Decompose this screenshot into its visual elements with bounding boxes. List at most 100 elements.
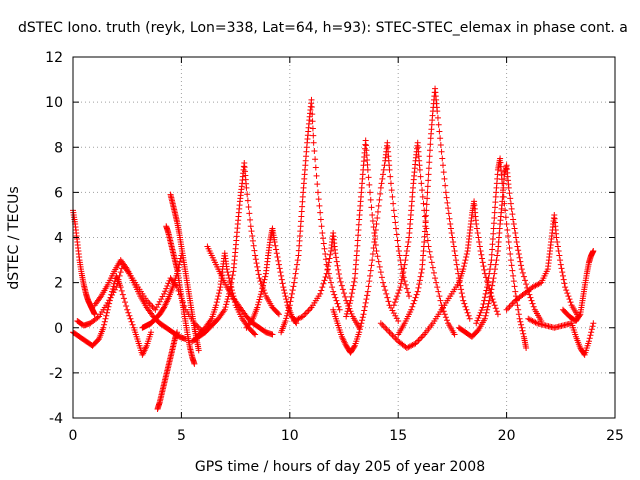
data-point bbox=[486, 270, 493, 277]
data-point bbox=[460, 297, 467, 304]
data-point bbox=[588, 326, 595, 333]
data-point bbox=[403, 252, 410, 259]
data-point bbox=[489, 236, 496, 243]
data-point bbox=[378, 274, 385, 281]
data-point bbox=[351, 278, 358, 285]
data-point bbox=[283, 312, 290, 319]
data-point bbox=[523, 345, 530, 352]
data-point bbox=[341, 290, 347, 297]
data-point bbox=[254, 304, 261, 311]
data-point bbox=[336, 275, 343, 282]
data-point bbox=[490, 230, 497, 237]
data-point bbox=[278, 276, 285, 283]
data-point bbox=[393, 315, 400, 322]
data-point bbox=[412, 294, 419, 301]
data-point bbox=[260, 279, 267, 286]
data-point bbox=[507, 257, 514, 264]
data-point bbox=[274, 254, 281, 261]
data-point bbox=[434, 108, 441, 115]
data-point bbox=[302, 310, 309, 317]
data-point bbox=[507, 251, 514, 258]
data-point bbox=[503, 220, 510, 227]
data-point bbox=[326, 275, 333, 282]
data-point bbox=[377, 190, 384, 197]
data-point bbox=[590, 248, 597, 255]
y-tick-label: -2 bbox=[49, 366, 63, 382]
data-point bbox=[400, 269, 407, 276]
data-point bbox=[403, 248, 410, 255]
data-point bbox=[481, 297, 488, 304]
data-point bbox=[484, 303, 491, 310]
data-point bbox=[436, 293, 443, 300]
data-point bbox=[518, 266, 525, 273]
data-point bbox=[411, 297, 418, 304]
data-point bbox=[317, 209, 324, 216]
data-point bbox=[309, 111, 316, 118]
data-point bbox=[518, 262, 525, 269]
data-point bbox=[473, 320, 480, 327]
data-point bbox=[447, 225, 454, 232]
data-point bbox=[286, 304, 293, 311]
data-point bbox=[389, 193, 396, 200]
data-point bbox=[100, 324, 107, 331]
x-tick-label: 15 bbox=[389, 428, 407, 444]
data-point bbox=[257, 278, 264, 285]
data-point bbox=[404, 289, 411, 296]
data-point bbox=[442, 314, 449, 321]
data-point bbox=[555, 248, 562, 255]
data-point bbox=[277, 269, 284, 276]
data-point bbox=[305, 307, 312, 314]
data-point bbox=[436, 128, 443, 135]
data-point bbox=[557, 261, 564, 268]
data-point bbox=[320, 235, 327, 242]
data-point bbox=[379, 321, 386, 328]
data-point bbox=[477, 248, 484, 255]
data-point bbox=[280, 284, 287, 291]
data-point bbox=[492, 305, 499, 312]
data-point bbox=[109, 292, 116, 299]
data-point bbox=[337, 278, 344, 285]
data-points bbox=[70, 85, 597, 412]
data-point bbox=[309, 125, 316, 132]
data-point bbox=[437, 297, 444, 304]
data-point bbox=[587, 332, 594, 339]
data-point bbox=[432, 275, 439, 282]
data-point bbox=[230, 293, 237, 300]
data-point bbox=[363, 296, 370, 303]
data-point bbox=[499, 187, 506, 194]
data-point bbox=[516, 315, 523, 322]
data-point bbox=[381, 283, 388, 290]
data-point bbox=[283, 296, 290, 303]
data-point bbox=[391, 213, 398, 220]
data-point bbox=[408, 306, 415, 313]
data-point bbox=[464, 309, 471, 316]
data-point bbox=[528, 297, 535, 304]
data-point bbox=[589, 323, 596, 330]
data-point bbox=[373, 248, 380, 255]
data-point bbox=[416, 166, 423, 173]
data-point bbox=[441, 175, 448, 182]
data-point bbox=[291, 275, 298, 282]
data-point bbox=[457, 282, 464, 289]
data-point bbox=[554, 243, 561, 250]
data-point bbox=[275, 311, 282, 318]
data-point bbox=[554, 239, 561, 246]
data-point bbox=[245, 204, 252, 211]
data-point bbox=[394, 293, 401, 300]
data-point bbox=[339, 286, 346, 293]
data-point bbox=[226, 278, 233, 285]
data-point bbox=[323, 270, 330, 277]
data-point bbox=[491, 209, 498, 216]
data-point bbox=[279, 280, 286, 287]
data-point bbox=[148, 329, 155, 336]
data-point bbox=[401, 261, 408, 268]
data-point bbox=[359, 314, 366, 321]
data-point bbox=[425, 165, 432, 172]
data-point bbox=[395, 248, 402, 255]
data-point bbox=[258, 288, 265, 295]
data-point bbox=[390, 310, 397, 317]
data-point bbox=[421, 239, 428, 246]
data-point bbox=[283, 315, 290, 322]
data-point bbox=[231, 296, 238, 303]
data-point bbox=[355, 232, 362, 239]
